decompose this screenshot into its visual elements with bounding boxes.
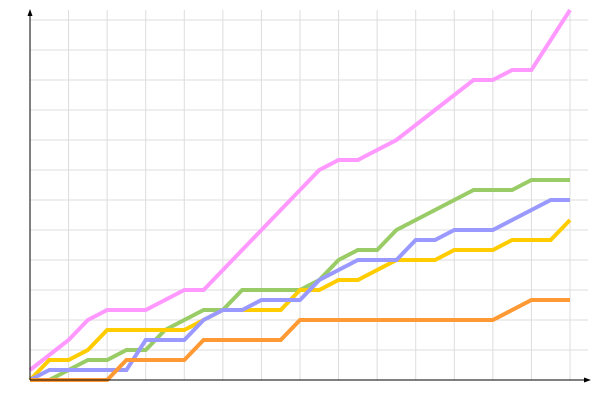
series-line-4 bbox=[29, 198, 570, 382]
series-line-1 bbox=[28, 8, 572, 372]
series-line-5 bbox=[30, 298, 570, 382]
y-axis-arrow bbox=[27, 9, 33, 16]
grid bbox=[30, 10, 588, 380]
x-axis-arrow bbox=[584, 377, 591, 383]
axes bbox=[27, 9, 591, 383]
series-line-3 bbox=[28, 218, 572, 382]
series-group bbox=[28, 8, 572, 382]
